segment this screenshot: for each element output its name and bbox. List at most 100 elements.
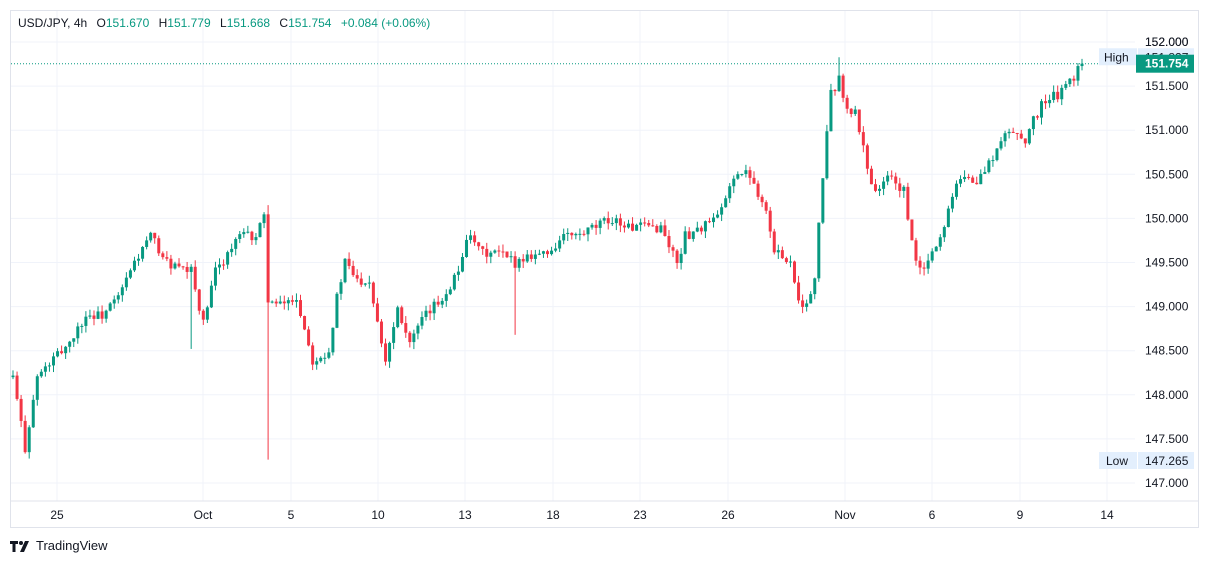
candle-body: [282, 301, 286, 304]
legend-high-label: H: [158, 16, 168, 30]
candle-body: [173, 263, 177, 269]
candle-body: [242, 232, 246, 235]
x-tick-label: 25: [50, 508, 64, 522]
candle-body: [566, 232, 570, 235]
candle-body: [598, 220, 602, 228]
low-value: 147.265: [1145, 454, 1189, 468]
candle-body: [651, 225, 655, 227]
candle-body: [950, 196, 954, 209]
candle-body: [149, 232, 153, 241]
candle-body: [1007, 131, 1011, 134]
candle-body: [614, 218, 618, 224]
candle-body: [230, 248, 234, 253]
y-tick-label: 150.000: [1145, 211, 1189, 225]
candle-body: [946, 208, 950, 228]
candle-body: [736, 174, 740, 179]
candle-body: [436, 301, 440, 305]
candle-body: [347, 258, 351, 266]
candle-body: [335, 293, 339, 328]
candle-body: [740, 174, 744, 176]
candle-body: [861, 132, 865, 146]
candle-body: [963, 176, 967, 180]
candle-body: [11, 375, 15, 378]
candle-body: [768, 210, 772, 232]
legend-interval[interactable]: 4h: [73, 16, 88, 30]
candle-body: [238, 234, 242, 239]
candle-body: [780, 250, 784, 259]
candle-body: [748, 170, 752, 178]
candle-body: [918, 260, 922, 268]
candle-body: [444, 294, 448, 301]
candle-body: [157, 238, 161, 254]
x-tick-label: 23: [633, 508, 647, 522]
candle-body: [56, 351, 60, 357]
candle-body: [31, 399, 35, 428]
tradingview-brand[interactable]: TradingView: [10, 538, 108, 553]
candle-body: [294, 300, 298, 302]
candle-body: [319, 357, 323, 362]
candle-body: [315, 361, 319, 365]
candle-body: [1064, 84, 1068, 88]
candle-body: [975, 182, 979, 185]
candle-body: [1076, 66, 1080, 81]
candle-body: [606, 218, 610, 224]
candle-body: [732, 178, 736, 187]
candle-body: [278, 301, 282, 304]
x-tick-label: 26: [721, 508, 735, 522]
candle-body: [979, 173, 983, 185]
candle-body: [408, 332, 412, 343]
y-tick-label: 148.500: [1145, 344, 1189, 358]
candle-body: [930, 251, 934, 261]
candle-body: [756, 183, 760, 197]
candle-body: [987, 160, 991, 173]
candle-body: [594, 224, 598, 228]
candle-body: [23, 420, 27, 453]
candle-body: [882, 181, 886, 189]
candle-body: [805, 303, 809, 307]
candle-body: [379, 321, 383, 344]
candle-body: [177, 263, 181, 267]
candle-body: [934, 246, 938, 252]
candle-body: [813, 278, 817, 295]
candle-body: [96, 311, 100, 319]
candle-body: [550, 250, 554, 255]
candle-body: [1048, 99, 1052, 104]
candle-body: [821, 178, 825, 223]
candle-body: [84, 316, 88, 326]
candle-body: [193, 266, 197, 290]
candle-body: [307, 329, 311, 346]
candle-body: [35, 376, 39, 400]
y-tick-label: 147.500: [1145, 432, 1189, 446]
candle-body: [521, 258, 525, 262]
legend-symbol[interactable]: USD/JPY: [18, 16, 68, 30]
candle-body: [234, 238, 238, 249]
y-tick-label: 149.500: [1145, 256, 1189, 270]
legend-low-label: L: [220, 16, 227, 30]
candle-body: [586, 227, 590, 235]
candle-body: [954, 183, 958, 197]
candle-body: [39, 371, 43, 377]
candle-body: [448, 289, 452, 295]
candle-body: [720, 207, 724, 215]
candle-body: [201, 310, 205, 320]
candle-body: [262, 214, 266, 224]
candle-body: [513, 256, 517, 268]
candle-body: [562, 234, 566, 241]
candle-body: [610, 223, 614, 225]
candle-body: [509, 256, 513, 258]
candle-body: [849, 108, 853, 114]
candle-body: [80, 325, 84, 327]
y-tick-label: 152.000: [1145, 35, 1189, 49]
candle-body: [582, 233, 586, 235]
x-tick-label: 10: [371, 508, 385, 522]
candle-body: [153, 232, 157, 239]
candle-body: [784, 258, 788, 262]
y-tick-label: 147.000: [1145, 476, 1189, 490]
candle-body: [473, 235, 477, 243]
candle-body: [222, 264, 226, 266]
candle-body: [440, 300, 444, 305]
candle-body: [43, 366, 47, 372]
candle-body: [833, 89, 837, 92]
candle-body: [76, 326, 80, 339]
